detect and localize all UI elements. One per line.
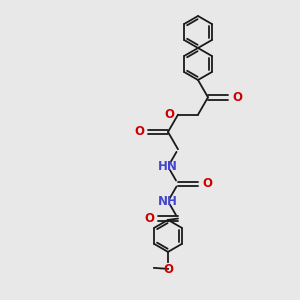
Text: O: O — [134, 125, 144, 139]
Text: O: O — [202, 177, 212, 190]
Text: HN: HN — [158, 160, 178, 173]
Text: O: O — [163, 263, 173, 276]
Text: O: O — [232, 91, 242, 104]
Text: O: O — [164, 108, 174, 121]
Text: O: O — [144, 212, 154, 225]
Text: NH: NH — [158, 195, 178, 208]
